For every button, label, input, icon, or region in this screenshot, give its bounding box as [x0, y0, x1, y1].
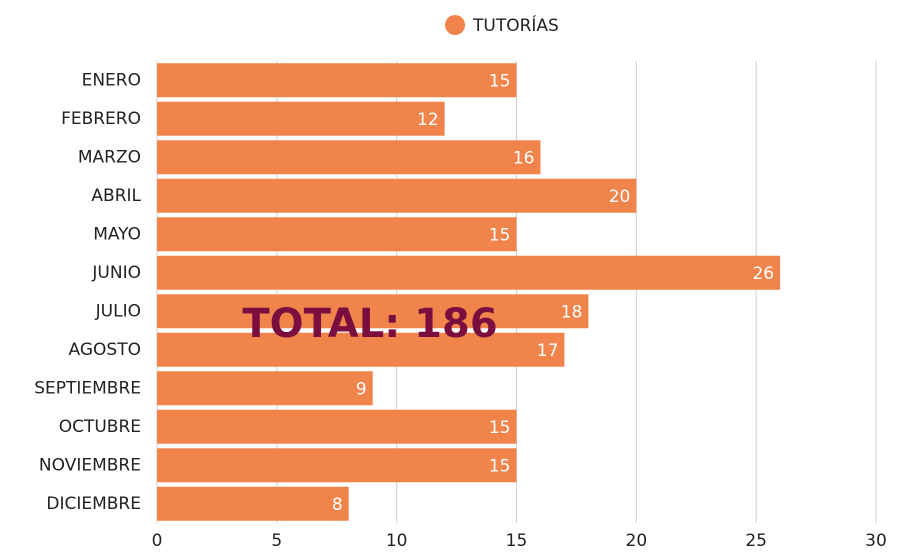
data-label: 18 — [561, 302, 583, 322]
data-label: 20 — [609, 187, 631, 207]
bar — [157, 217, 517, 252]
bar — [157, 63, 517, 98]
data-label: 9 — [356, 379, 367, 399]
bar — [157, 140, 541, 175]
y-tick-label: ENERO — [82, 70, 141, 90]
data-label: 12 — [417, 110, 439, 130]
y-tick-label: JULIO — [95, 301, 141, 321]
x-tick-label: 30 — [865, 531, 887, 551]
y-tick-label: DICIEMBRE — [46, 494, 141, 514]
legend-marker — [445, 15, 465, 35]
y-tick-label: NOVIEMBRE — [39, 455, 141, 475]
y-tick-label: AGOSTO — [69, 340, 141, 360]
y-tick-label: JUNIO — [91, 263, 141, 283]
x-tick-label: 25 — [745, 531, 767, 551]
legend-label: TUTORÍAS — [472, 14, 559, 36]
annotation: TOTAL: 186 — [242, 301, 497, 347]
x-tick-label: 5 — [271, 531, 282, 551]
x-tick-label: 20 — [626, 531, 648, 551]
data-label: 26 — [752, 264, 774, 284]
x-tick-label: 15 — [506, 531, 528, 551]
y-tick-label: SEPTIEMBRE — [34, 378, 141, 398]
data-label: 16 — [513, 148, 535, 168]
bar — [157, 409, 517, 444]
bar — [157, 294, 589, 329]
bar — [157, 371, 373, 406]
bar — [157, 178, 637, 213]
y-tick-label: OCTUBRE — [59, 417, 141, 437]
data-label: 17 — [537, 341, 559, 361]
data-label: 8 — [332, 495, 343, 515]
data-label: 15 — [489, 456, 511, 476]
bar — [157, 255, 781, 290]
bar — [157, 486, 349, 521]
data-label: 15 — [489, 418, 511, 438]
data-label: 15 — [489, 225, 511, 245]
y-tick-label: MARZO — [78, 147, 141, 167]
y-tick-label: FEBRERO — [61, 109, 141, 129]
x-tick-label: 0 — [152, 531, 163, 551]
data-label: 15 — [489, 71, 511, 91]
bar — [157, 448, 517, 483]
x-tick-label: 10 — [386, 531, 408, 551]
bar — [157, 332, 565, 367]
bar — [157, 101, 445, 136]
y-tick-label: MAYO — [93, 224, 141, 244]
y-tick-label: ABRIL — [91, 186, 141, 206]
